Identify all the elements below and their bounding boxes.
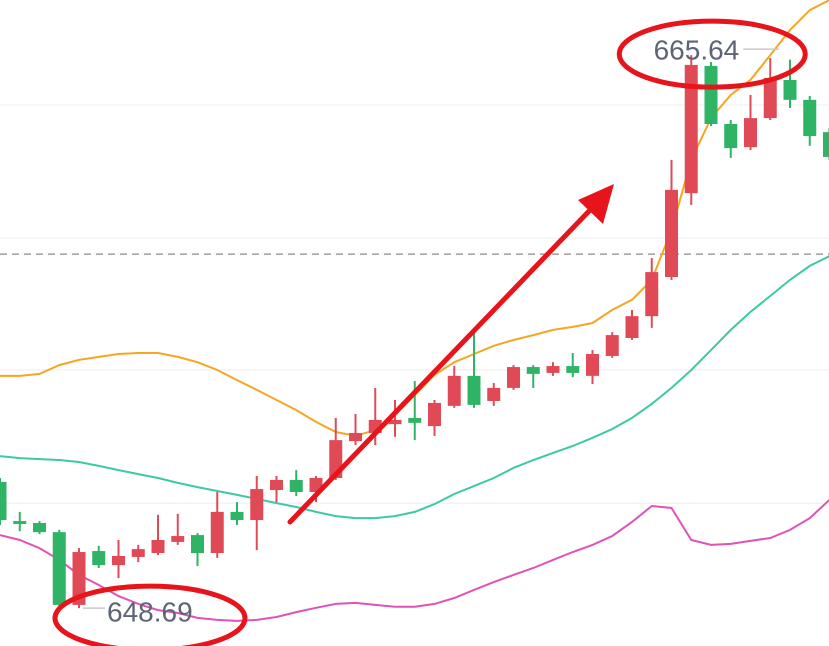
arrow-shaft (287, 205, 595, 525)
candle-body (684, 64, 698, 194)
arrow-head (578, 184, 614, 224)
candle-body (586, 353, 599, 376)
candle-body (289, 479, 303, 493)
candle-body (112, 555, 125, 566)
candle-body (487, 387, 501, 401)
candle-body (428, 402, 441, 427)
candle-body (605, 335, 619, 356)
candle-body (210, 511, 224, 554)
grid (0, 104, 829, 504)
high-label: 665.64 (654, 35, 740, 66)
candle-body (724, 123, 738, 149)
candle-body (823, 132, 829, 157)
candle-body (230, 511, 244, 521)
candle-body (744, 118, 757, 148)
trend-arrow (287, 184, 614, 525)
indicator-line (0, 255, 829, 520)
candle-body (783, 79, 797, 100)
candle-body (270, 479, 283, 491)
indicator-line (0, 499, 829, 622)
candle-body (566, 366, 580, 373)
annotations: 665.64 648.69 (52, 18, 808, 646)
candle-body (625, 316, 639, 339)
candle-body (250, 489, 264, 521)
candle-body (645, 272, 659, 317)
candle-body (92, 551, 106, 566)
low-circle (52, 583, 248, 646)
candle-body (0, 481, 7, 521)
candle-body (349, 432, 362, 442)
candle-body (546, 366, 560, 373)
candle-body (408, 417, 422, 423)
candle-body (52, 532, 66, 605)
candle-body (72, 552, 86, 605)
candle-body (763, 77, 777, 119)
candle-body (13, 521, 27, 524)
candle-body (388, 419, 402, 425)
candle-body (467, 375, 481, 405)
candle-body (507, 367, 520, 388)
candles (0, 55, 829, 609)
candle-body (803, 99, 817, 137)
candle-body (191, 535, 204, 554)
candle-body (33, 522, 46, 533)
low-label: 648.69 (107, 597, 193, 628)
candle-body (704, 65, 718, 124)
high-circle (616, 18, 808, 90)
candle-body (151, 539, 165, 554)
candle-body (526, 367, 540, 374)
candle-body (171, 536, 185, 542)
candle-body (447, 375, 461, 406)
candle-body (665, 189, 678, 277)
candle-body (131, 549, 145, 557)
